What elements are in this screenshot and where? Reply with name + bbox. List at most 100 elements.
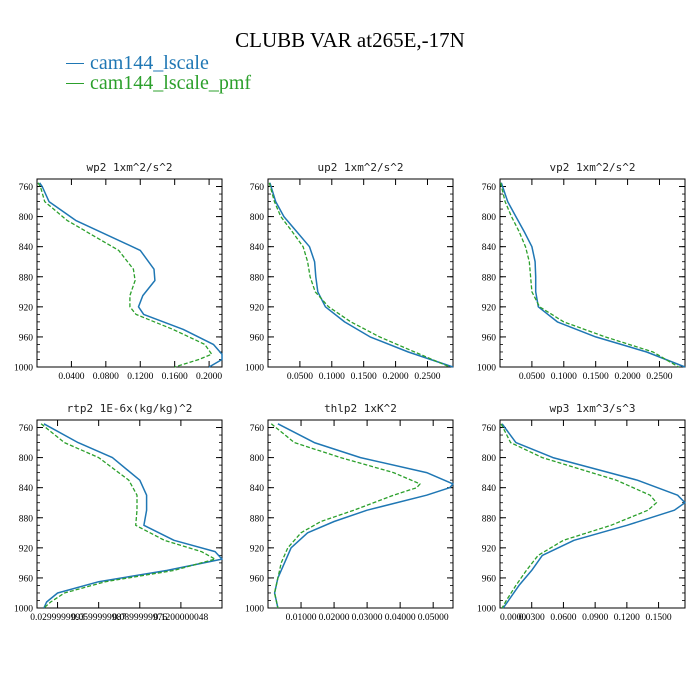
- panel-frame: [267, 419, 454, 609]
- y-tick-label: 840: [19, 484, 34, 494]
- panel-4: thlp2 1xK^2 760 800 840 880 920 960 1000 0.01000…: [245, 402, 454, 623]
- panel-title: vp2 1xm^2/s^2: [549, 161, 635, 174]
- y-tick-label: 760: [482, 424, 497, 434]
- y-tick-label: 760: [482, 183, 497, 193]
- series-line-lscale: [38, 182, 223, 368]
- panel-frame: [499, 419, 686, 609]
- panel-title: wp2 1xm^2/s^2: [86, 161, 172, 174]
- series-line-lscale: [273, 423, 454, 609]
- y-tick-label: 840: [19, 243, 34, 253]
- x-tick-label: 0.0899999976: [112, 613, 167, 623]
- x-tick-label: 0.1500: [646, 613, 672, 623]
- x-tick-label: 0.2000: [196, 372, 222, 382]
- series-line-lscale: [501, 423, 686, 609]
- y-tick-label: 880: [19, 514, 34, 524]
- x-tick-label: 0.0600: [550, 613, 576, 623]
- y-tick-label: 760: [250, 183, 265, 193]
- y-tick-label: 920: [250, 303, 265, 313]
- y-tick-label: 880: [482, 273, 497, 283]
- x-tick-label: 0.2000: [383, 372, 409, 382]
- chart-title: CLUBB VAR at265E,-17N: [235, 28, 465, 52]
- x-tick-label: 0.1000: [319, 372, 345, 382]
- panel-1: up2 1xm^2/s^2 760 800 840 880 920 960 1000 0.050…: [245, 161, 454, 382]
- x-tick-label: 0.0299999993: [30, 613, 85, 623]
- x-tick-label: 0.0599999987: [71, 613, 126, 623]
- y-tick-label: 800: [250, 213, 265, 223]
- x-tick-label: 0.2500: [414, 372, 440, 382]
- series-line-lscale-pmf: [499, 182, 679, 368]
- x-tick-label: 0.2500: [646, 372, 672, 382]
- legend-item-lscale-pmf: cam144_lscale_pmf: [66, 72, 251, 94]
- panel-0: wp2 1xm^2/s^2 760 800 840 880 920 960 1000 0.040…: [14, 161, 223, 382]
- y-tick-label: 760: [19, 424, 34, 434]
- x-tick-label: 0.1200: [127, 372, 153, 382]
- x-tick-label: 0.05000: [418, 613, 449, 623]
- y-tick-label: 960: [482, 333, 497, 343]
- y-tick-label: 960: [19, 574, 34, 584]
- y-tick-label: 920: [482, 544, 497, 554]
- panel-title: rtp2 1E-6x(kg/kg)^2: [67, 402, 193, 415]
- legend-label-lscale: cam144_lscale: [90, 51, 209, 74]
- y-tick-label: 840: [250, 484, 265, 494]
- panel-5: wp3 1xm^3/s^3 760 800 840 880 920 960 1000 0.000…: [477, 402, 686, 623]
- y-tick-label: 960: [482, 574, 497, 584]
- panel-2: vp2 1xm^2/s^2 760 800 840 880 920 960 1000 0.050…: [477, 161, 686, 382]
- panel-frame: [267, 178, 454, 368]
- panel-title: thlp2 1xK^2: [324, 402, 397, 415]
- legend-label-lscale-pmf: cam144_lscale_pmf: [90, 71, 252, 94]
- y-tick-label: 920: [19, 303, 34, 313]
- x-tick-label: 0.0000: [500, 613, 526, 623]
- y-tick-label: 800: [19, 213, 34, 223]
- series-line-lscale: [500, 182, 686, 368]
- y-tick-label: 760: [250, 424, 265, 434]
- panel-frame: [36, 419, 223, 609]
- series-line-lscale-pmf: [37, 182, 213, 368]
- y-tick-label: 1000: [477, 364, 496, 374]
- x-tick-label: 0.1500: [583, 372, 609, 382]
- y-tick-label: 880: [482, 514, 497, 524]
- y-tick-label: 800: [482, 454, 497, 464]
- series-line-lscale-pmf: [270, 423, 421, 609]
- x-tick-label: 0.0500: [287, 372, 313, 382]
- x-tick-label: 0.1000: [551, 372, 577, 382]
- x-tick-label: 0.04000: [385, 613, 416, 623]
- y-tick-label: 960: [19, 333, 34, 343]
- y-tick-label: 840: [482, 484, 497, 494]
- series-line-lscale: [269, 182, 454, 368]
- y-tick-label: 920: [250, 544, 265, 554]
- x-tick-label: 0.1200000048: [154, 613, 209, 623]
- y-tick-label: 880: [250, 514, 265, 524]
- x-tick-label: 0.0500: [519, 372, 545, 382]
- x-tick-label: 0.01000: [286, 613, 317, 623]
- series-line-lscale-pmf: [40, 423, 216, 609]
- y-tick-label: 1000: [477, 605, 496, 615]
- series-line-lscale: [43, 423, 223, 609]
- series-line-lscale-pmf: [268, 182, 451, 368]
- y-tick-label: 920: [19, 544, 34, 554]
- x-tick-label: 0.02000: [319, 613, 350, 623]
- x-tick-label: 0.1500: [351, 372, 377, 382]
- series-line-lscale-pmf: [500, 423, 658, 609]
- panel-frame: [499, 178, 686, 368]
- x-tick-label: 0.0300: [519, 613, 545, 623]
- x-tick-label: 0.2000: [615, 372, 641, 382]
- y-tick-label: 840: [250, 243, 265, 253]
- panel-frame: [36, 178, 223, 368]
- y-tick-label: 800: [250, 454, 265, 464]
- y-tick-label: 960: [250, 333, 265, 343]
- panel-3: rtp2 1E-6x(kg/kg)^2 760 800 840 880 920 960 100…: [14, 402, 223, 623]
- x-tick-label: 0.1600: [162, 372, 188, 382]
- y-tick-label: 800: [482, 213, 497, 223]
- y-tick-label: 840: [482, 243, 497, 253]
- legend-swatch-lscale: [66, 62, 84, 64]
- panel-title: wp3 1xm^3/s^3: [549, 402, 635, 415]
- y-tick-label: 1000: [14, 605, 33, 615]
- legend-swatch-lscale-pmf: [66, 82, 84, 84]
- y-tick-label: 1000: [14, 364, 33, 374]
- x-tick-label: 0.1200: [614, 613, 640, 623]
- y-tick-label: 880: [19, 273, 34, 283]
- x-tick-label: 0.0800: [93, 372, 119, 382]
- legend-item-lscale: cam144_lscale: [66, 52, 209, 74]
- y-tick-label: 880: [250, 273, 265, 283]
